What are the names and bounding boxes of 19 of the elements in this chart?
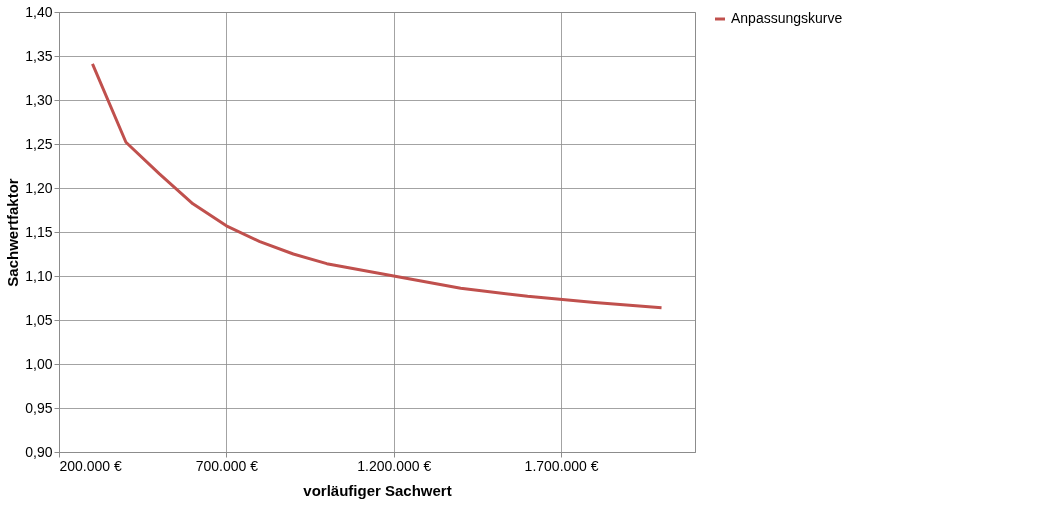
y-tick-label: 1,10 xyxy=(25,267,53,284)
y-tick-label: 1,15 xyxy=(25,223,53,240)
x-tick-label: 200.000 € xyxy=(59,457,122,474)
y-tick-label: 1,05 xyxy=(25,311,53,328)
y-tick-label: 1,35 xyxy=(25,47,53,64)
y-tick-label: 0,95 xyxy=(25,399,53,416)
y-tick-label: 1,20 xyxy=(25,179,53,196)
x-tick-label: 1.200.000 € xyxy=(357,457,432,474)
x-tick-label: 700.000 € xyxy=(195,457,259,474)
x-tick-label: 1.700.000 € xyxy=(524,457,599,474)
x-axis-title: vorläufiger Sachwert xyxy=(303,481,452,499)
y-axis-title: Sachwertfaktor xyxy=(4,178,22,287)
y-tick-label: 0,90 xyxy=(25,443,53,460)
legend-label: Anpassungskurve xyxy=(731,10,843,26)
line-series xyxy=(90,62,664,310)
y-tick-label: 1,40 xyxy=(25,3,53,20)
y-tick-label: 1,25 xyxy=(25,135,53,152)
y-tick-label: 1,30 xyxy=(25,91,53,108)
y-tick-label: 1,00 xyxy=(25,355,53,372)
